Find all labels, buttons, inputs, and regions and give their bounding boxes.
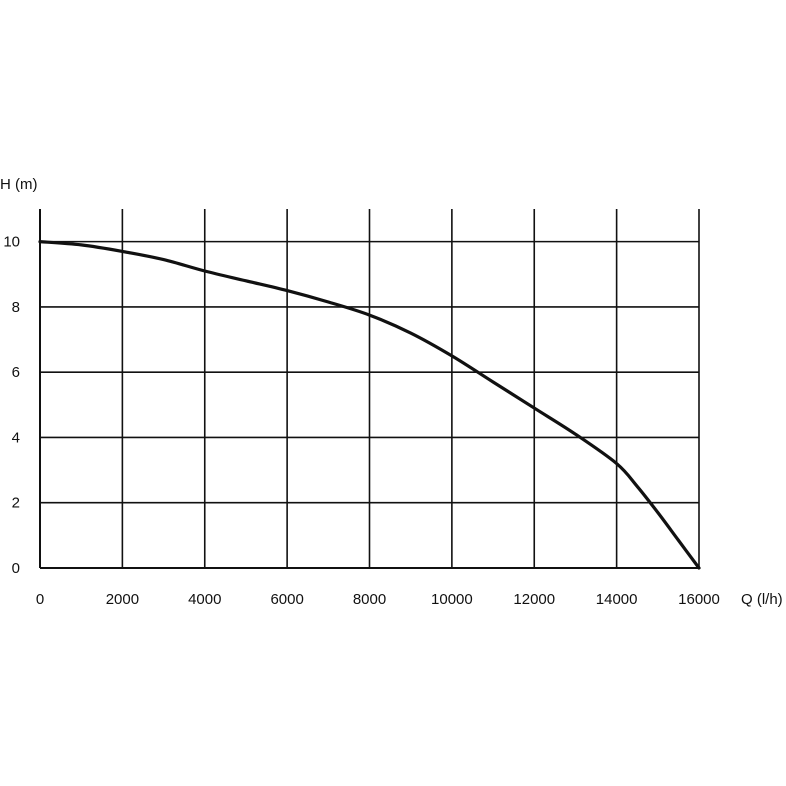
axes — [39, 209, 699, 569]
x-tick-label-5: 10000 — [431, 591, 473, 608]
tick-labels: 0 2000 4000 6000 8000 10000 12000 14000 16000 0 2 4… — [3, 234, 720, 608]
x-tick-label-1: 2000 — [106, 591, 139, 608]
x-tick-label-6: 12000 — [513, 591, 555, 608]
y-tick-label-4: 8 — [12, 299, 20, 316]
x-tick-label-7: 14000 — [596, 591, 638, 608]
y-tick-label-1: 2 — [12, 495, 20, 512]
series — [38, 240, 701, 570]
x-tick-label-8: 16000 — [678, 591, 720, 608]
y-tick-label-0: 0 — [12, 560, 20, 577]
x-axis-label: Q (l/h) — [741, 591, 783, 608]
x-tick-label-2: 4000 — [188, 591, 221, 608]
series-line-0 — [38, 240, 701, 570]
x-tick-label-3: 6000 — [270, 591, 303, 608]
x-tick-label-4: 8000 — [353, 591, 386, 608]
y-axis-label: H (m) — [0, 176, 38, 193]
x-tick-label-0: 0 — [36, 591, 44, 608]
grid — [40, 209, 700, 568]
y-tick-label-3: 6 — [12, 364, 20, 381]
y-tick-label-5: 10 — [3, 234, 20, 251]
y-tick-label-2: 4 — [12, 429, 20, 446]
